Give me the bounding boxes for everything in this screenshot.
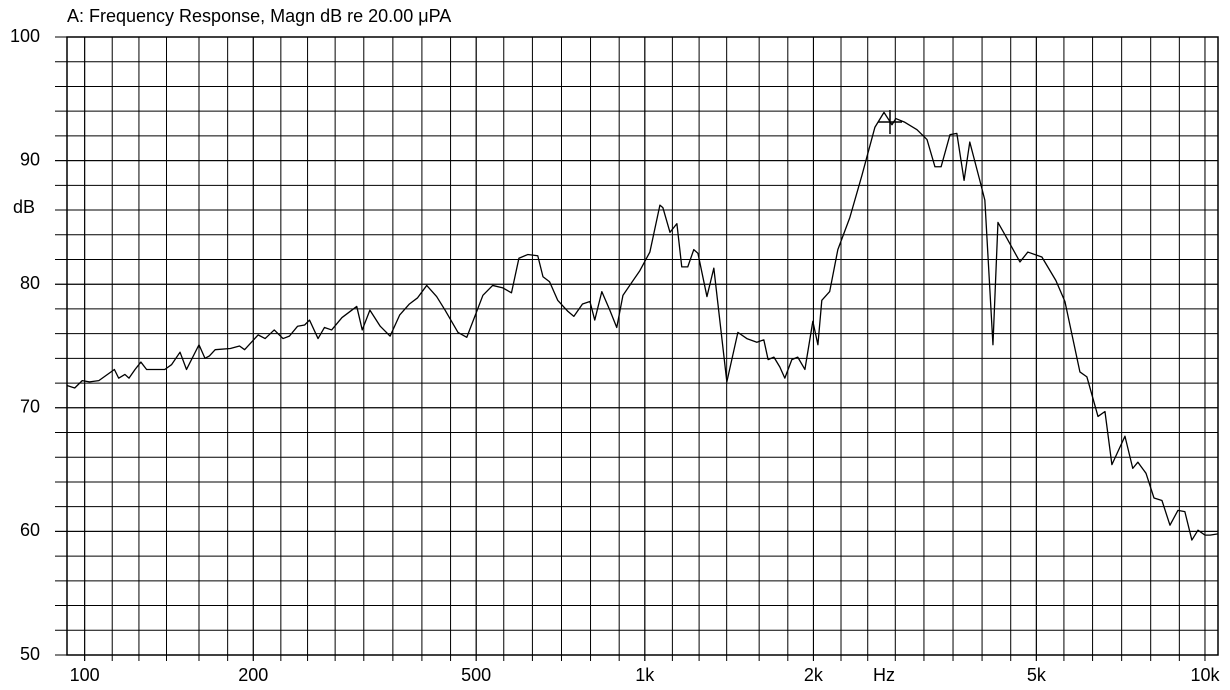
x-tick-label: 200 [238,665,268,685]
x-axis-label: Hz [873,665,895,685]
x-tick-label: 100 [70,665,100,685]
y-tick-label: 90 [20,149,40,169]
y-axis-label: dB [13,197,35,217]
grid [55,36,1218,661]
y-tick-label: 50 [20,644,40,664]
x-tick-label: 10k [1190,665,1220,685]
x-tick-label: 500 [461,665,491,685]
x-tick-label: 1k [635,665,655,685]
x-tick-label: 2k [804,665,824,685]
y-tick-label: 70 [20,397,40,417]
x-tick-label: 5k [1027,665,1047,685]
y-tick-label: 80 [20,273,40,293]
y-tick-label: 100 [10,26,40,46]
plot-frame [66,36,1219,656]
y-tick-label: 60 [20,520,40,540]
chart-title: A: Frequency Response, Magn dB re 20.00 … [67,6,451,26]
response-line [66,111,1219,541]
